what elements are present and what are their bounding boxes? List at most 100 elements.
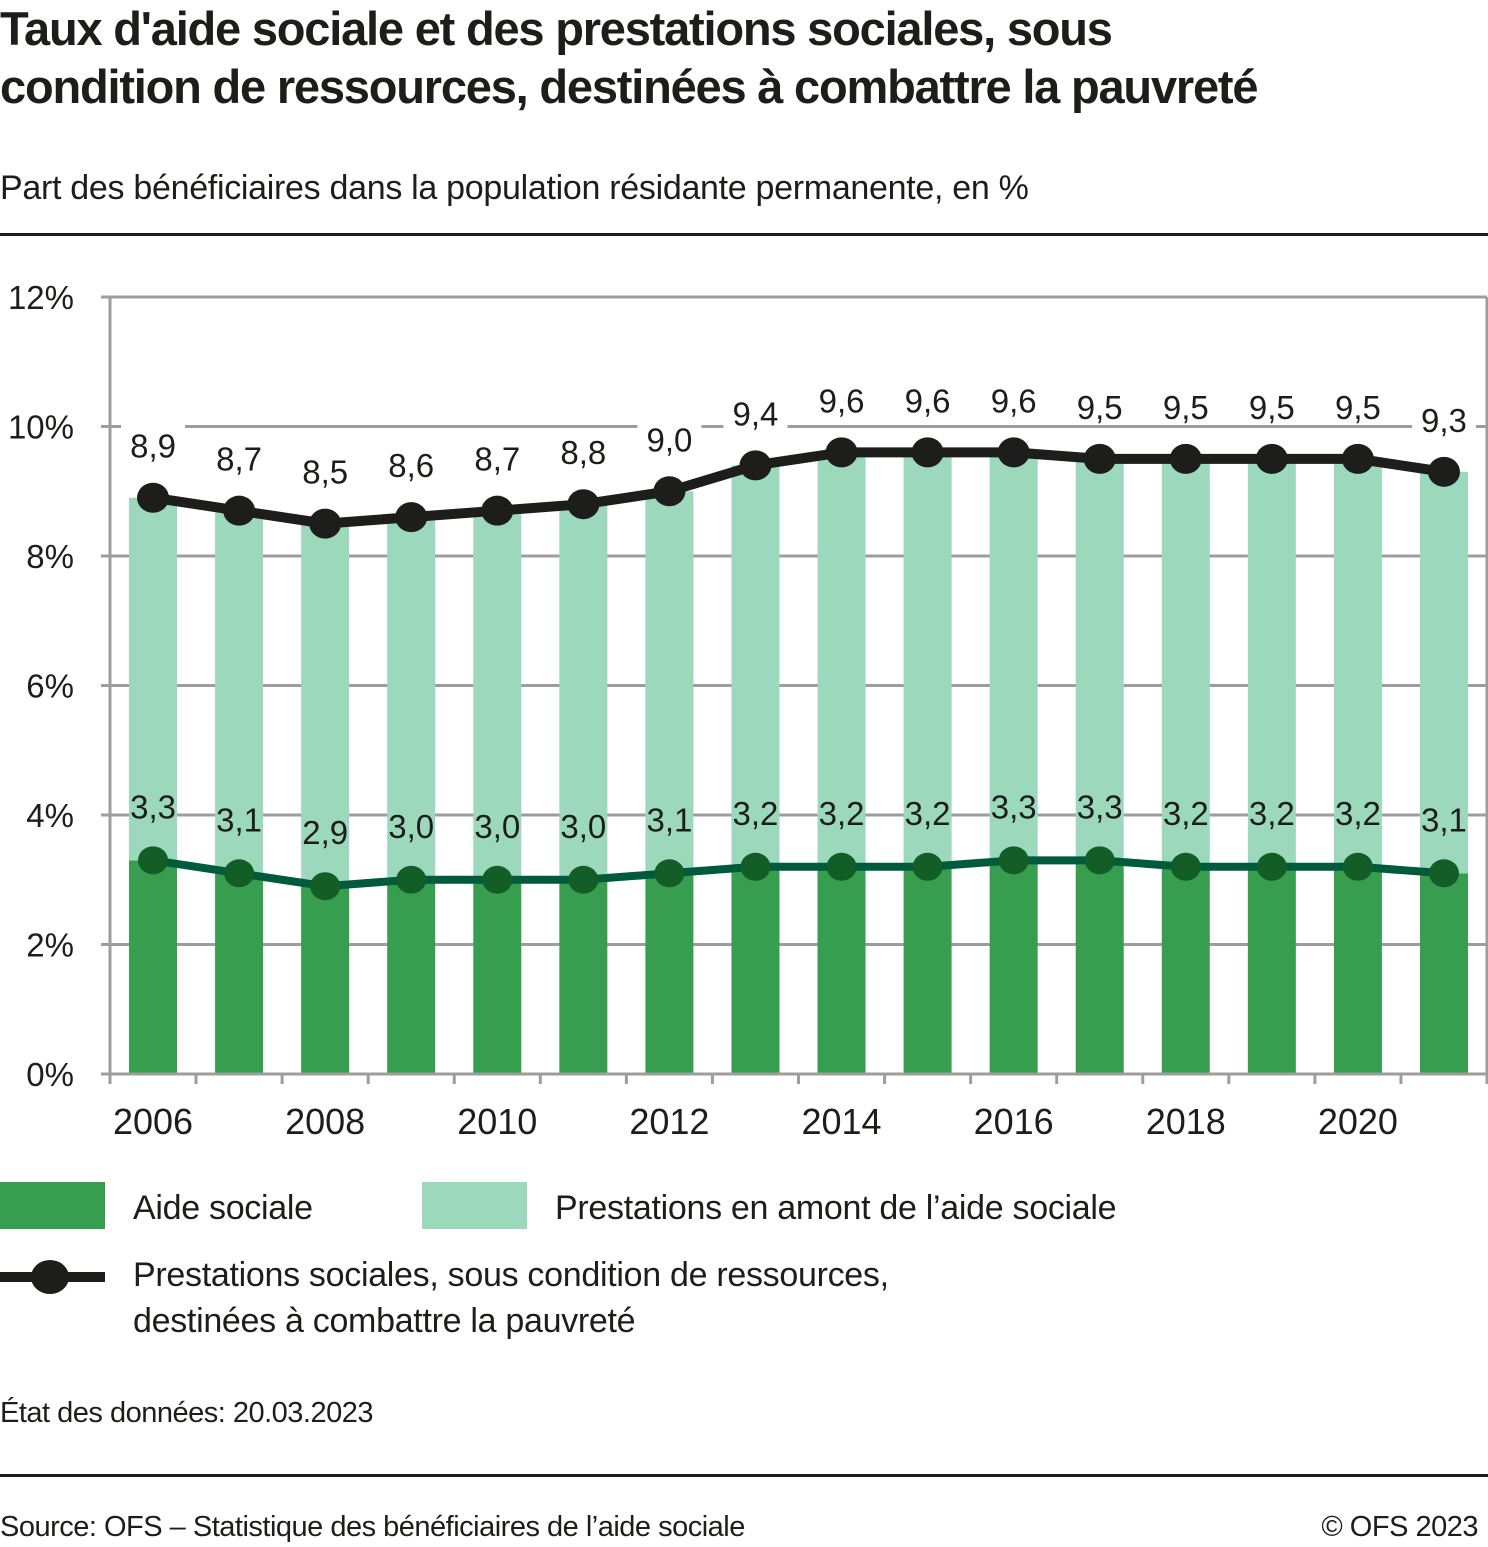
x-tick-label: 2012 — [629, 1101, 709, 1142]
bar-aide-sociale — [387, 879, 436, 1074]
data-label-aide-sociale: 3,3 — [991, 788, 1037, 825]
bar-prestations-amont — [1419, 471, 1468, 874]
legend-swatch-amont — [422, 1182, 527, 1229]
data-label-bg — [895, 378, 960, 419]
data-label-bg — [1239, 384, 1304, 425]
x-tick-label: 2006 — [113, 1101, 193, 1142]
marker-total — [1255, 443, 1288, 474]
data-label-total: 9,0 — [646, 421, 692, 458]
data-label-total: 8,7 — [216, 441, 262, 478]
copyright: © OFS 2023 — [1321, 1511, 1478, 1543]
marker-aide-sociale — [1342, 852, 1373, 881]
marker-aide-sociale — [1256, 852, 1287, 881]
marker-total — [825, 437, 858, 468]
marker-aide-sociale — [1428, 859, 1459, 888]
marker-total — [653, 476, 686, 507]
bar-aide-sociale — [559, 879, 608, 1074]
x-tick-label: 2010 — [457, 1101, 537, 1142]
data-label-bg — [121, 423, 186, 464]
legend-label-aide-sociale: Aide sociale — [133, 1189, 313, 1227]
bar-prestations-amont — [645, 491, 694, 874]
bar-prestations-amont — [215, 510, 264, 874]
bar-prestations-amont — [1333, 458, 1382, 867]
legend-label-amont: Prestations en amont de l’aide sociale — [555, 1189, 1117, 1227]
data-label-bg — [379, 443, 444, 484]
data-label-total: 9,6 — [905, 382, 951, 419]
marker-total — [223, 495, 256, 526]
data-label-aide-sociale: 3,3 — [1077, 788, 1123, 825]
marker-total — [911, 437, 944, 468]
marker-total — [567, 489, 600, 520]
data-label-aide-sociale: 3,0 — [560, 808, 606, 845]
data-label-total: 9,5 — [1335, 389, 1381, 426]
data-labels: 8,9 8,7 8,5 8,6 8,7 8,8 9,0 9,4 9,6 9,6 9,6 9,5 9,5 9… — [121, 378, 1476, 851]
marker-total — [137, 482, 170, 513]
x-tick-label: 2016 — [974, 1101, 1054, 1142]
bar-aide-sociale — [1333, 866, 1382, 1074]
data-status: État des données: 20.03.2023 — [0, 1397, 373, 1429]
data-label-total: 8,5 — [302, 454, 348, 491]
bar-aide-sociale — [903, 866, 952, 1074]
marker-aide-sociale — [396, 865, 427, 894]
y-tick-label: 10% — [8, 409, 74, 446]
data-label-aide-sociale: 3,1 — [646, 801, 692, 838]
bar-aide-sociale — [645, 873, 694, 1074]
data-label-bg — [1411, 397, 1476, 438]
marker-total — [739, 450, 772, 481]
bar-prestations-amont — [1161, 458, 1210, 867]
bar-aide-sociale — [1161, 866, 1210, 1074]
bar-prestations-amont — [1075, 458, 1124, 861]
data-label-bg — [809, 378, 874, 419]
footer-divider — [0, 1474, 1488, 1477]
bar-aide-sociale — [817, 866, 866, 1074]
data-label-total: 9,6 — [819, 382, 865, 419]
data-label-aide-sociale: 3,2 — [733, 795, 779, 832]
marker-aide-sociale — [1170, 852, 1201, 881]
legend-label-line-1: Prestations sociales, sous condition de … — [133, 1256, 889, 1294]
bar-aide-sociale — [1247, 866, 1296, 1074]
data-label-aide-sociale: 3,2 — [819, 795, 865, 832]
data-label-aide-sociale: 3,2 — [1163, 795, 1209, 832]
stacked-bar-line-chart: 0% 2% 4% 6% 8% 10% 12% 2006 2008 2010 2012 2014 2016… — [8, 279, 1488, 1142]
bar-aide-sociale — [731, 866, 780, 1074]
bar-prestations-amont — [473, 510, 522, 880]
data-label-total: 9,4 — [733, 395, 779, 432]
bar-prestations-amont — [129, 497, 178, 861]
data-label-bg — [1325, 384, 1390, 425]
data-label-total: 9,5 — [1163, 389, 1209, 426]
y-tick-label: 2% — [26, 927, 74, 964]
data-label-total: 8,7 — [474, 441, 520, 478]
marker-total — [1427, 456, 1460, 487]
axes: 0% 2% 4% 6% 8% 10% 12% 2006 2008 2010 2012 2014 2016… — [8, 279, 1488, 1142]
chart-title-line2: condition de ressources, destinées à com… — [0, 60, 1259, 113]
bar-prestations-amont — [301, 523, 350, 887]
header-divider — [0, 233, 1488, 236]
data-label-total: 8,9 — [130, 428, 176, 465]
data-label-total: 9,3 — [1421, 402, 1467, 439]
legend-marker-icon — [31, 1260, 69, 1294]
bar-aide-sociale — [301, 886, 350, 1074]
data-label-aide-sociale: 3,3 — [130, 788, 176, 825]
bar-prestations-amont — [559, 504, 608, 880]
bar-prestations-amont — [387, 517, 436, 880]
data-label-aide-sociale: 3,2 — [1335, 795, 1381, 832]
bar-prestations-amont — [1247, 458, 1296, 867]
marker-total — [997, 437, 1030, 468]
bar-prestations-amont — [989, 452, 1038, 861]
data-label-bg — [293, 449, 358, 490]
marker-aide-sociale — [138, 846, 169, 875]
marker-total — [309, 508, 342, 539]
data-label-total: 9,5 — [1077, 389, 1123, 426]
data-label-aide-sociale: 3,0 — [474, 808, 520, 845]
y-tick-label: 12% — [8, 279, 74, 316]
legend-label-line-2: destinées à combattre la pauvreté — [133, 1302, 636, 1340]
marker-aide-sociale — [568, 865, 599, 894]
data-label-bg — [1153, 384, 1218, 425]
marker-aide-sociale — [740, 852, 771, 881]
line-total — [152, 447, 1445, 529]
x-tick-label: 2020 — [1318, 1101, 1398, 1142]
bar-aide-sociale — [129, 860, 178, 1074]
bar-prestations-amont — [817, 452, 866, 867]
x-tick-label: 2018 — [1146, 1101, 1226, 1142]
bar-aide-sociale — [1075, 860, 1124, 1074]
